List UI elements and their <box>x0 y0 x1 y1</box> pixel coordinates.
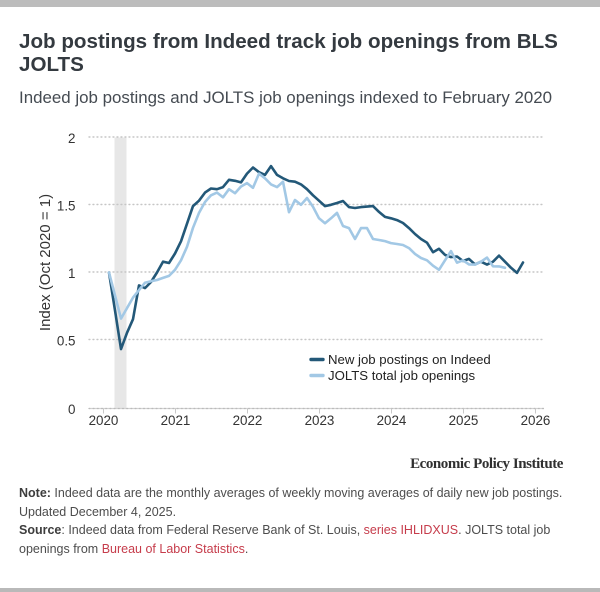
svg-text:2021: 2021 <box>161 413 191 428</box>
svg-text:0: 0 <box>68 402 75 417</box>
svg-text:0.5: 0.5 <box>57 334 76 349</box>
svg-text:2024: 2024 <box>377 413 407 428</box>
svg-text:2020: 2020 <box>89 413 119 428</box>
svg-text:2025: 2025 <box>449 413 479 428</box>
svg-text:JOLTS total job openings: JOLTS total job openings <box>328 368 476 383</box>
svg-text:2023: 2023 <box>305 413 335 428</box>
svg-text:Index (Oct 2020 = 1): Index (Oct 2020 = 1) <box>37 194 54 331</box>
svg-text:2: 2 <box>68 131 75 146</box>
svg-text:1.5: 1.5 <box>57 199 76 214</box>
svg-text:2022: 2022 <box>233 413 263 428</box>
svg-text:1: 1 <box>68 266 75 281</box>
svg-text:2026: 2026 <box>521 413 551 428</box>
svg-text:New job postings on Indeed: New job postings on Indeed <box>328 352 491 367</box>
